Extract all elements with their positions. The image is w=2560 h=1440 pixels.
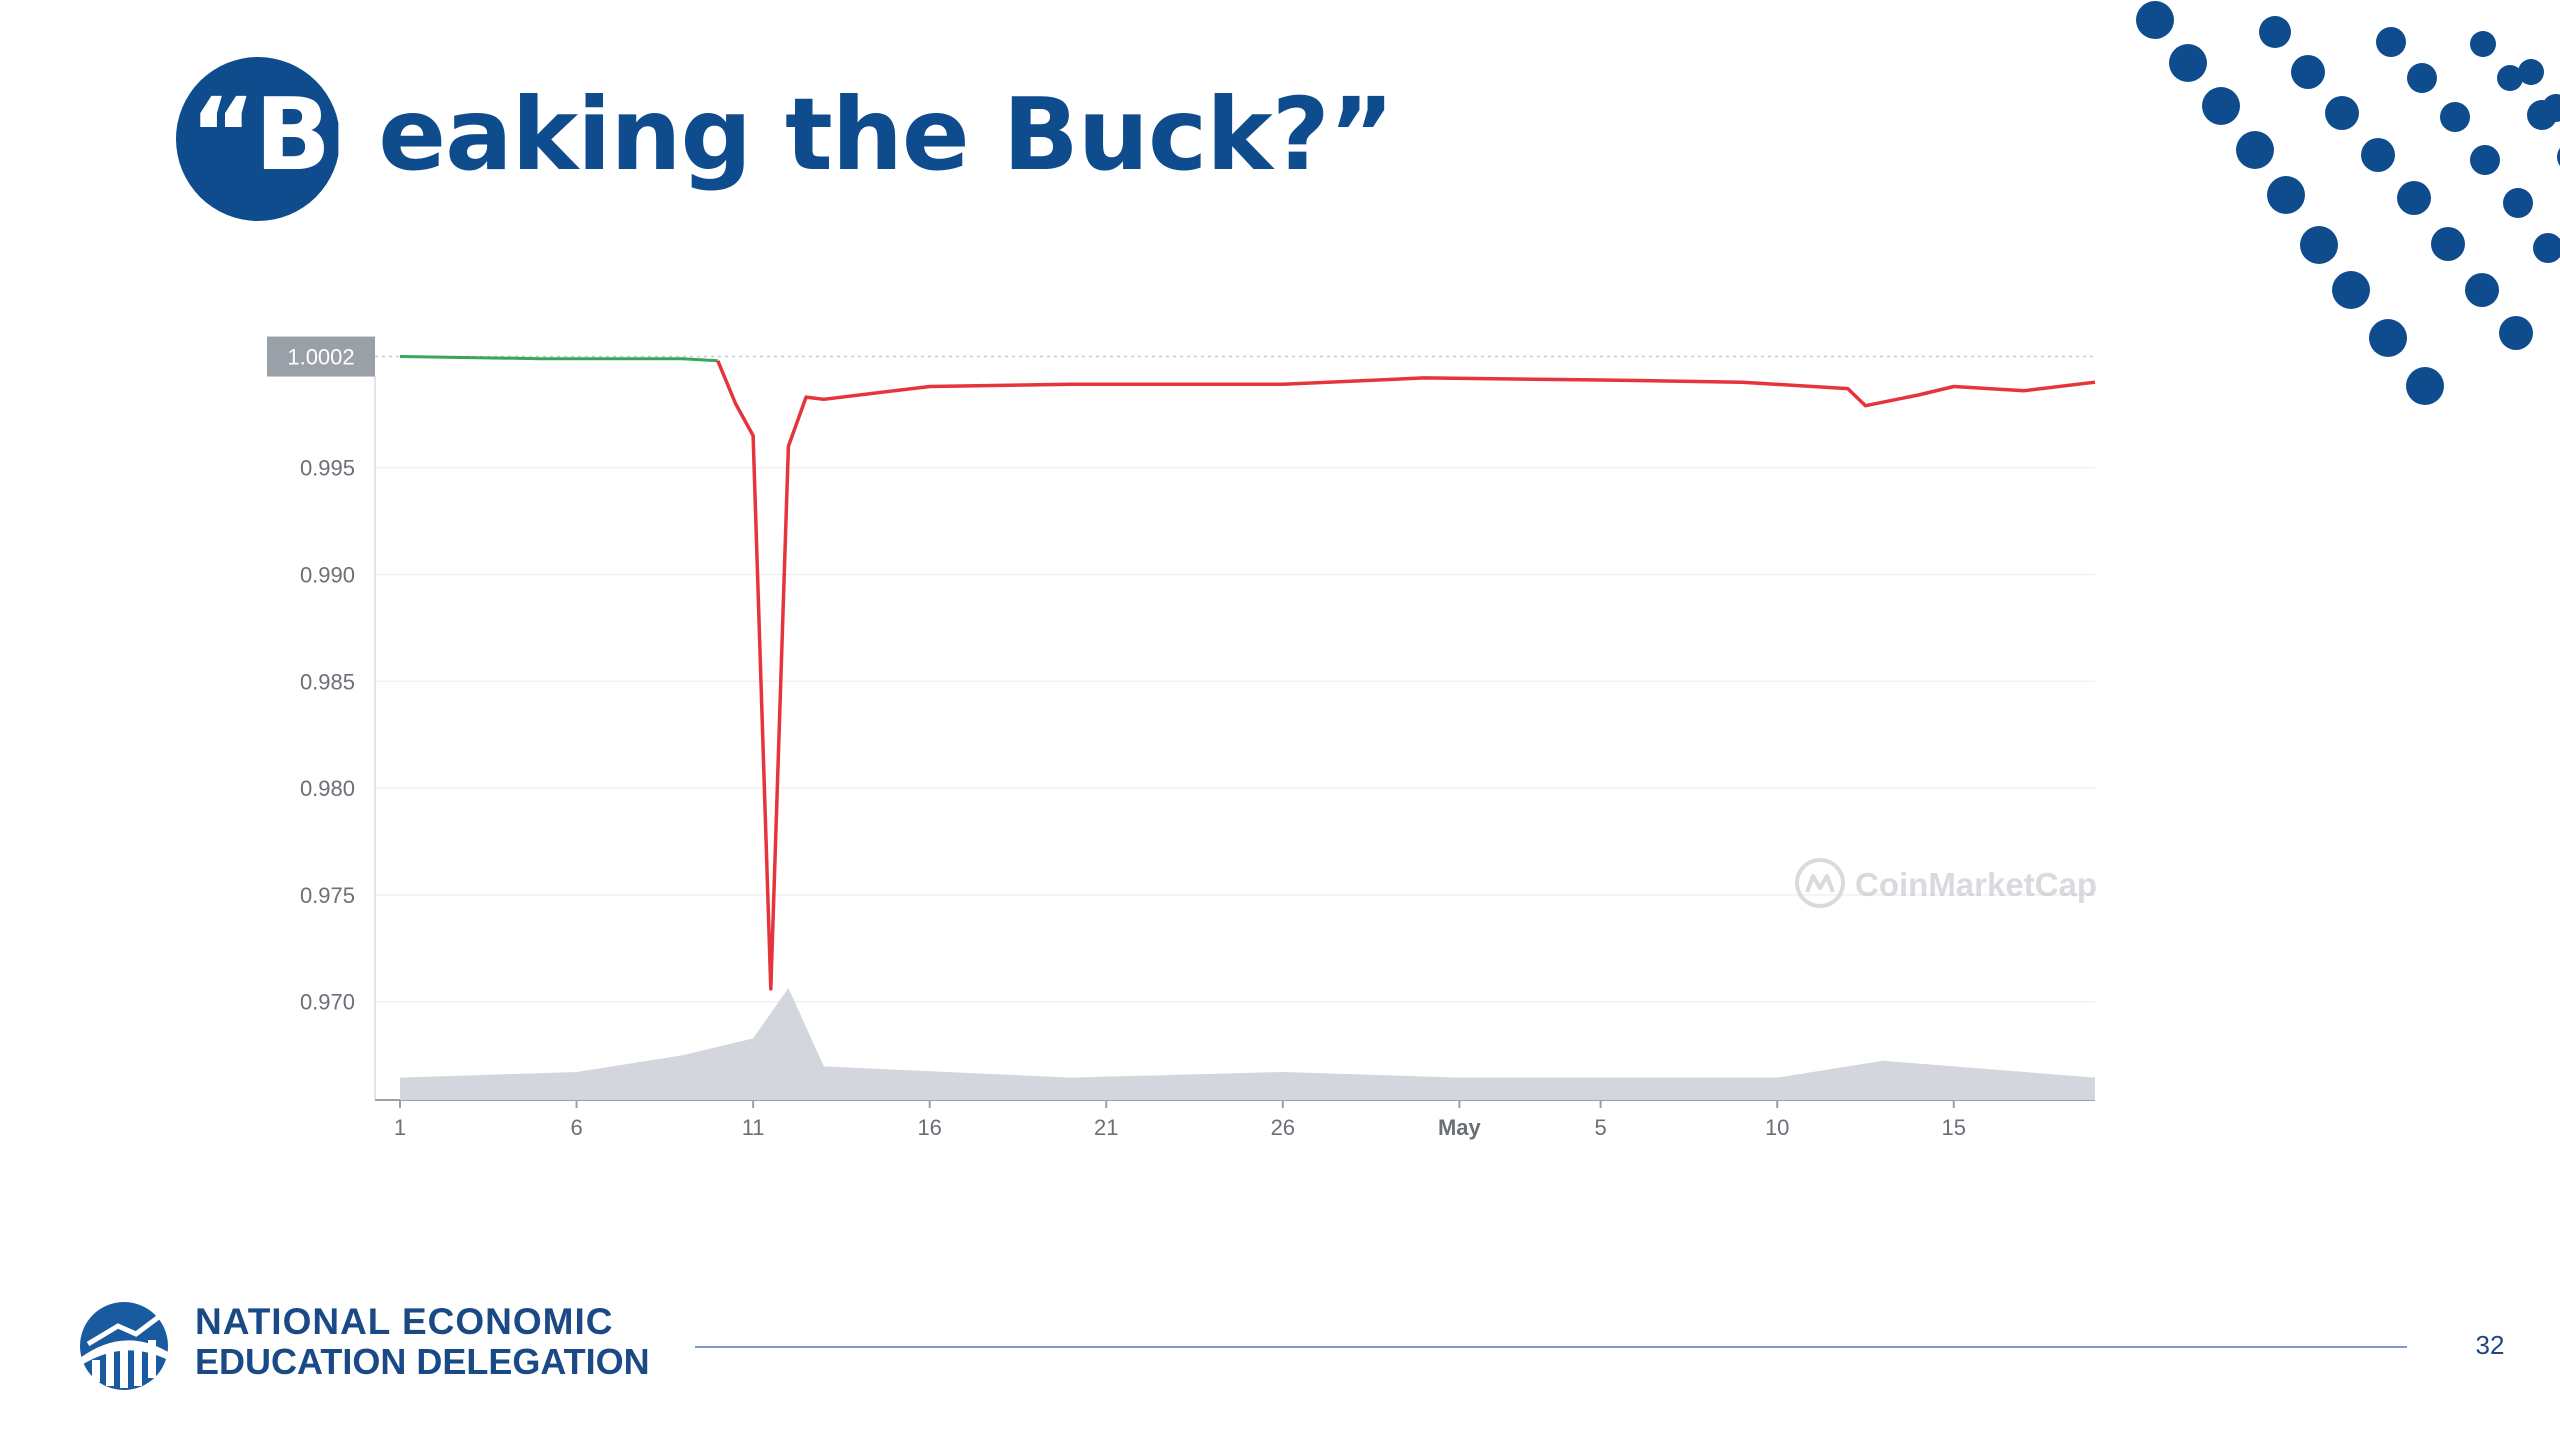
- decorative-dot: [2470, 31, 2496, 57]
- x-tick-label: 21: [1094, 1115, 1118, 1140]
- y-tick-label: 0.990: [300, 562, 355, 587]
- x-tick-label: 15: [1942, 1115, 1966, 1140]
- decorative-dot: [2557, 148, 2560, 166]
- coinmarketcap-icon: [1795, 858, 1845, 908]
- x-tick-label: 26: [1271, 1115, 1295, 1140]
- current-price-box: [267, 336, 375, 377]
- y-tick-label: 0.975: [300, 883, 355, 908]
- decorative-dot: [2431, 227, 2465, 261]
- footer-divider: [695, 1346, 2407, 1348]
- decorative-dot: [2503, 188, 2533, 218]
- x-axis: 1 6 11 16 21 26 May 5 10 15: [375, 1099, 2095, 1140]
- x-tick-label: 11: [742, 1115, 765, 1140]
- decorative-dot: [2499, 316, 2533, 350]
- decorative-dot: [2369, 319, 2407, 357]
- decorative-dot: [2325, 96, 2359, 130]
- decorative-dot: [2267, 176, 2305, 214]
- decorative-dot: [2406, 367, 2444, 405]
- watermark: CoinMarketCap: [1795, 858, 2097, 908]
- x-tick-label: 16: [917, 1115, 941, 1140]
- x-tick-label: 5: [1595, 1115, 1607, 1140]
- x-tick-label: May: [1438, 1115, 1482, 1140]
- title-prefix: “Br: [190, 76, 379, 193]
- current-price-label: 1.0002: [287, 345, 354, 370]
- y-tick-label: 0.980: [300, 776, 355, 801]
- title-rest: eaking the Buck?”: [378, 76, 1394, 193]
- need-logo-icon: [80, 1302, 168, 1390]
- decorative-dot: [2202, 87, 2240, 125]
- decorative-dot: [2236, 131, 2274, 169]
- decorative-dot: [2518, 59, 2544, 85]
- y-tick-label: 0.985: [300, 669, 355, 694]
- org-name: NATIONAL ECONOMIC EDUCATION DELEGATION: [195, 1302, 650, 1382]
- decorative-dot: [2397, 181, 2431, 215]
- decorative-dot: [2497, 65, 2523, 91]
- decorative-dot: [2465, 273, 2499, 307]
- decorative-dot: [2440, 102, 2470, 132]
- decorative-dot: [2300, 226, 2338, 264]
- y-tick-label: 0.995: [300, 456, 355, 481]
- x-tick-label: 1: [394, 1115, 406, 1140]
- decorative-dot: [2407, 63, 2437, 93]
- org-name-line-2: EDUCATION DELEGATION: [195, 1341, 650, 1382]
- decorative-dot: [2542, 94, 2560, 122]
- decorative-dot: [2361, 138, 2395, 172]
- decorative-dot: [2259, 16, 2291, 48]
- y-tick-label: 0.970: [300, 990, 355, 1015]
- volume-area: [400, 988, 2095, 1100]
- slide-title: “Breaking the Buck?”: [190, 70, 1395, 200]
- decorative-dot: [2332, 271, 2370, 309]
- decorative-dot: [2376, 27, 2406, 57]
- price-line-green: [399, 355, 718, 363]
- decorative-dot: [2169, 44, 2207, 82]
- x-tick-label: 6: [570, 1115, 582, 1140]
- current-price-tag: 1.0002: [267, 336, 375, 377]
- org-name-line-1: NATIONAL ECONOMIC: [195, 1301, 614, 1342]
- decorative-dot: [2533, 233, 2560, 263]
- x-tick-label: 10: [1765, 1115, 1789, 1140]
- decorative-dot: [2291, 55, 2325, 89]
- watermark-text: CoinMarketCap: [1855, 866, 2097, 903]
- decorative-dot-pattern: [2136, 1, 2560, 405]
- decorative-dot: [2136, 1, 2174, 39]
- y-axis: 0.970 0.975 0.980 0.985 0.990 0.995: [300, 376, 376, 1100]
- price-line-red: [716, 360, 2096, 991]
- title-accent-circle: [176, 57, 340, 221]
- page-number: 32: [2475, 1330, 2505, 1360]
- chart-gridlines: [375, 355, 2095, 1003]
- decorative-dot: [2470, 145, 2500, 175]
